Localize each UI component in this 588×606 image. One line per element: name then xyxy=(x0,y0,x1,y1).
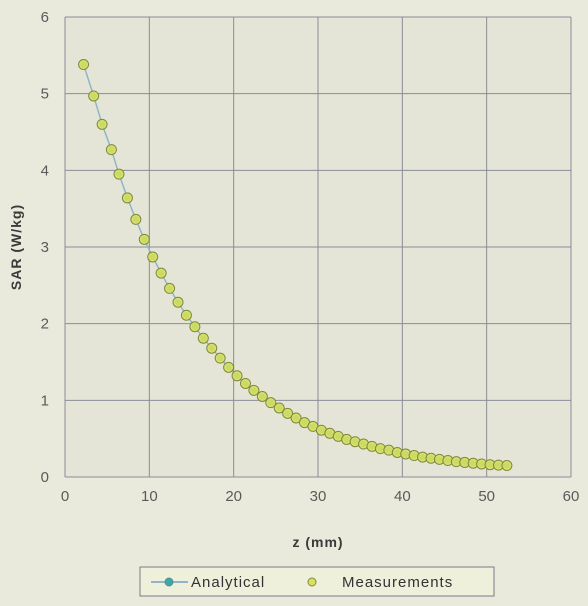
legend-analytical-label: Analytical xyxy=(191,574,265,591)
legend: Analytical Measurements xyxy=(139,566,495,597)
measurement-point-2 xyxy=(96,118,108,130)
measurement-point-16 xyxy=(214,352,226,364)
y-tick-label-6: 6 xyxy=(41,9,49,26)
measurement-point-10 xyxy=(164,282,176,294)
measurement-point-6 xyxy=(130,213,142,225)
y-tick-label-4: 4 xyxy=(41,162,49,179)
measurement-point-21 xyxy=(256,391,268,402)
measurement-point-18 xyxy=(231,370,243,382)
y-tick-label-1: 1 xyxy=(41,392,49,409)
y-axis-ticks: 0 1 2 3 4 5 6 xyxy=(41,9,49,486)
x-tick-label-4: 40 xyxy=(394,488,411,505)
measurement-point-17 xyxy=(223,361,235,373)
measurement-point-11 xyxy=(172,296,184,308)
x-axis-title: z (mm) xyxy=(292,534,343,550)
y-tick-label-5: 5 xyxy=(41,86,49,103)
measurement-point-5 xyxy=(121,192,133,204)
gridlines xyxy=(64,16,572,478)
x-tick-label-6: 60 xyxy=(563,488,580,505)
legend-measurements-label: Measurements xyxy=(342,574,453,591)
measurement-point-7 xyxy=(138,233,150,245)
x-axis-ticks: 0 10 20 30 40 50 60 xyxy=(61,488,580,505)
y-tick-label-2: 2 xyxy=(41,316,49,333)
measurement-point-3 xyxy=(105,144,117,156)
x-tick-label-0: 0 xyxy=(61,488,69,505)
measurement-point-8 xyxy=(147,251,159,263)
measurement-point-22 xyxy=(265,397,277,409)
x-tick-label-1: 10 xyxy=(141,488,158,505)
measurement-point-25 xyxy=(290,412,302,424)
legend-analytical-marker xyxy=(164,577,174,587)
measurement-point-20 xyxy=(248,384,260,396)
x-tick-label-2: 20 xyxy=(225,488,242,505)
legend-box xyxy=(139,566,495,597)
measurement-point-13 xyxy=(189,321,201,333)
measurement-point-19 xyxy=(239,377,251,389)
measurement-point-14 xyxy=(197,332,209,344)
series-measurements xyxy=(78,59,513,471)
measurement-point-24 xyxy=(282,407,294,419)
measurement-point-9 xyxy=(155,267,167,279)
x-tick-label-3: 30 xyxy=(310,488,327,505)
measurement-point-23 xyxy=(273,402,285,414)
y-tick-label-3: 3 xyxy=(41,239,49,256)
legend-measurements-marker xyxy=(307,577,317,587)
measurement-point-1 xyxy=(88,90,100,102)
measurement-point-50 xyxy=(501,460,513,471)
measurement-point-12 xyxy=(180,309,192,321)
y-tick-label-0: 0 xyxy=(41,469,49,486)
measurement-point-0 xyxy=(78,59,90,71)
measurement-point-15 xyxy=(206,342,218,354)
measurement-point-4 xyxy=(113,168,125,180)
y-axis-title: SAR (W/kg) xyxy=(8,204,24,290)
x-tick-label-5: 50 xyxy=(478,488,495,505)
